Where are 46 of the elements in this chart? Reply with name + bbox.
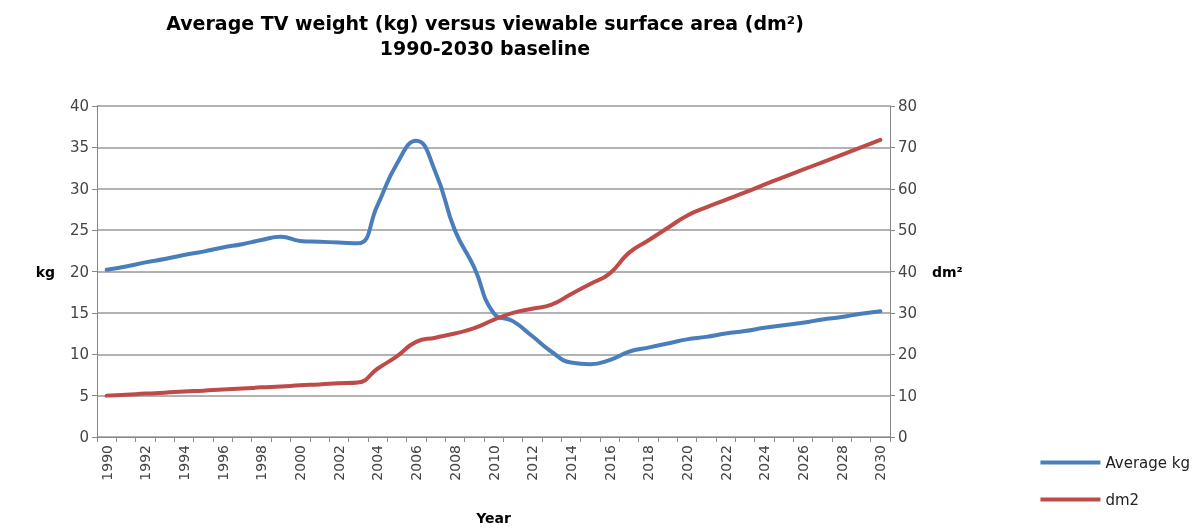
- y2-tick-label: 20: [898, 345, 918, 364]
- legend-label: Average kg: [1105, 453, 1191, 472]
- x-tick-label: 2000: [292, 445, 309, 481]
- chart-title: Average TV weight (kg) versus viewable surface area (dm²): [166, 11, 804, 34]
- x-tick-label: 2020: [678, 445, 695, 481]
- y-tick-label: 10: [69, 345, 89, 364]
- x-tick-label: 2026: [794, 444, 811, 481]
- x-tick-label: 2024: [756, 444, 773, 481]
- y-tick-label: 5: [79, 386, 89, 405]
- x-tick-label: 1998: [253, 445, 270, 481]
- x-tick-label: 2004: [369, 444, 386, 481]
- y2-tick-label: 70: [898, 138, 918, 157]
- x-tick-label: 2030: [872, 445, 889, 481]
- x-tick-label: 2006: [408, 444, 425, 481]
- x-tick-label: 1996: [214, 444, 231, 481]
- x-axis-title: Year: [475, 510, 511, 526]
- y-tick-label: 25: [69, 221, 89, 240]
- x-tick-label: 2028: [833, 445, 850, 481]
- x-tick-label: 2010: [485, 445, 502, 481]
- chart-subtitle: 1990-2030 baseline: [379, 36, 591, 59]
- y2-tick-label: 30: [898, 303, 918, 322]
- x-tick-label: 2014: [562, 444, 579, 481]
- x-tick-label: 2008: [446, 445, 463, 481]
- y-tick-label: 35: [69, 138, 89, 157]
- y2-tick-label: 60: [898, 179, 918, 198]
- y-tick-label: 20: [69, 262, 89, 281]
- x-tick-label: 2012: [524, 445, 541, 481]
- y2-tick-label: 80: [898, 97, 918, 115]
- x-tick-label: 2002: [330, 445, 347, 481]
- y-tick-label: 40: [69, 97, 89, 115]
- y2-tick-label: 10: [898, 386, 918, 405]
- x-tick-label: 1990: [98, 445, 115, 481]
- y-tick-label: 30: [69, 179, 89, 198]
- y-axis-title: kg: [35, 263, 55, 280]
- legend-label: dm2: [1105, 490, 1140, 509]
- y2-tick-label: 40: [898, 262, 918, 281]
- x-tick-label: 1994: [176, 444, 193, 481]
- x-tick-label: 2022: [717, 445, 734, 481]
- x-tick-label: 2018: [640, 445, 657, 481]
- y2-axis-title: dm²: [932, 263, 963, 280]
- y2-tick-label: 0: [898, 428, 908, 446]
- x-tick-label: 1992: [137, 445, 154, 481]
- y-tick-label: 15: [69, 303, 89, 322]
- y2-tick-label: 50: [898, 221, 918, 240]
- x-tick-label: 2016: [601, 444, 618, 481]
- y-tick-label: 0: [79, 428, 89, 446]
